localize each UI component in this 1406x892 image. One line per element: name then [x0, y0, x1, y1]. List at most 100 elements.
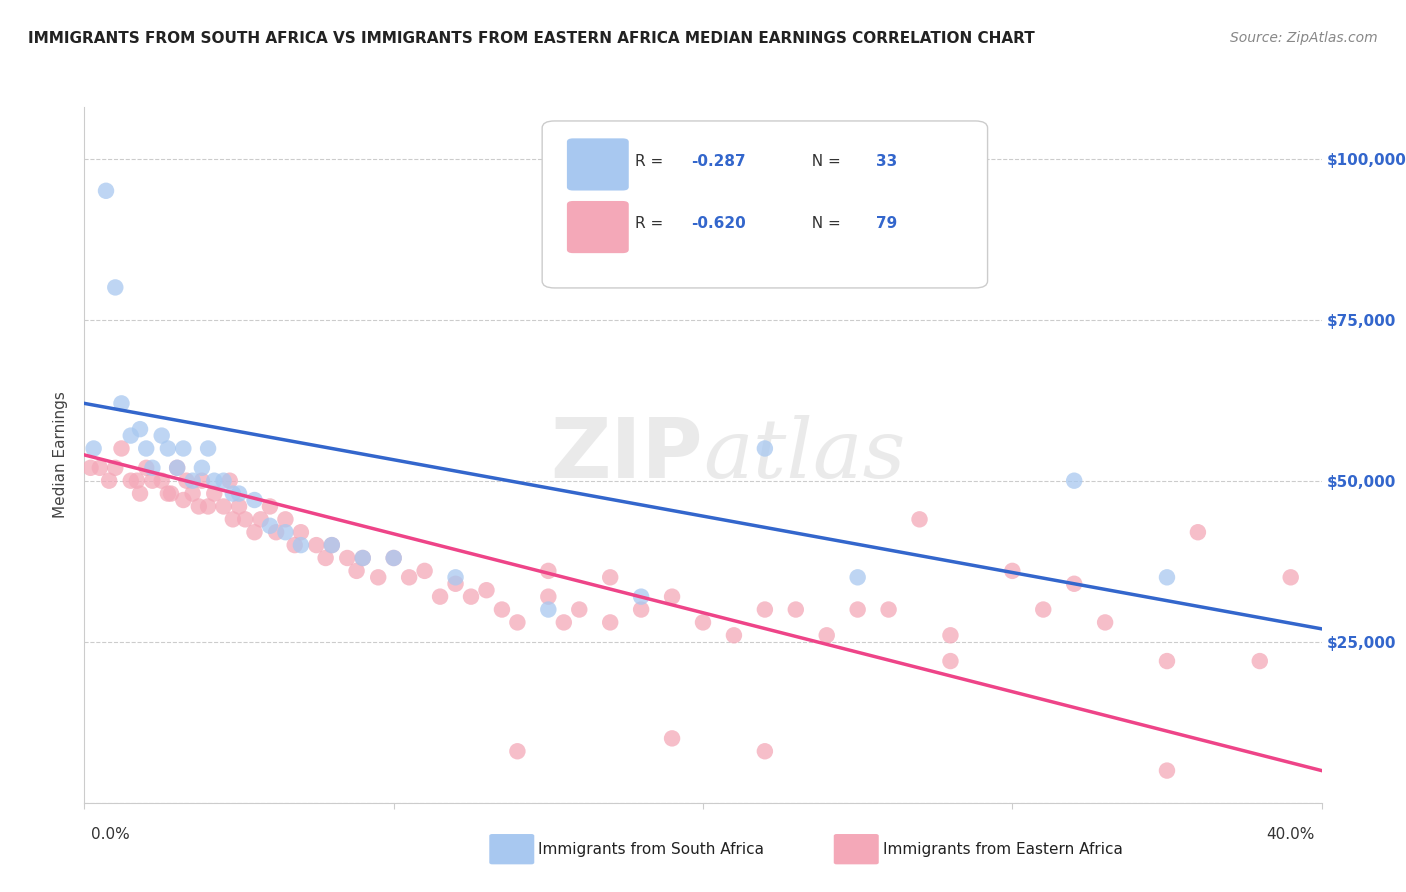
Point [212, 500, 235, 514]
Point [290, 525, 312, 540]
Point [98, 474, 121, 488]
Point [815, 628, 838, 642]
Point [222, 486, 245, 500]
Point [939, 628, 962, 642]
Point [382, 551, 405, 566]
Point [243, 525, 266, 540]
Point [413, 564, 436, 578]
Point [444, 570, 467, 584]
Point [908, 512, 931, 526]
Point [315, 551, 337, 566]
Point [212, 474, 235, 488]
Text: -0.287: -0.287 [690, 153, 745, 169]
Point [661, 590, 683, 604]
Point [222, 512, 245, 526]
FancyBboxPatch shape [567, 201, 628, 253]
Point [150, 428, 173, 442]
Point [382, 551, 405, 566]
Point [1187, 525, 1209, 540]
Point [537, 564, 560, 578]
Point [135, 442, 157, 456]
Point [568, 602, 591, 616]
Y-axis label: Median Earnings: Median Earnings [53, 392, 69, 518]
Point [129, 486, 152, 500]
Point [599, 615, 621, 630]
Point [444, 576, 467, 591]
Point [475, 583, 498, 598]
Point [352, 551, 374, 566]
Point [218, 474, 240, 488]
Point [228, 500, 250, 514]
Point [202, 486, 225, 500]
Point [141, 474, 163, 488]
Point [346, 564, 368, 578]
Point [181, 474, 204, 488]
Point [197, 500, 219, 514]
Text: R =: R = [636, 217, 668, 231]
Text: 79: 79 [876, 217, 897, 231]
Point [160, 486, 183, 500]
Text: N =: N = [801, 153, 845, 169]
FancyBboxPatch shape [567, 138, 628, 191]
Point [537, 602, 560, 616]
Text: atlas: atlas [703, 415, 905, 495]
Point [79, 460, 101, 475]
Text: Immigrants from Eastern Africa: Immigrants from Eastern Africa [883, 842, 1123, 856]
Point [599, 570, 621, 584]
Point [172, 493, 194, 508]
Point [754, 442, 776, 456]
Text: -0.620: -0.620 [690, 217, 745, 231]
Point [506, 744, 529, 758]
FancyBboxPatch shape [543, 121, 987, 288]
Point [156, 442, 179, 456]
Point [181, 486, 204, 500]
Point [274, 525, 297, 540]
Point [754, 602, 776, 616]
Point [104, 460, 127, 475]
Point [83, 442, 105, 456]
Point [336, 551, 359, 566]
Point [1032, 602, 1054, 616]
Point [110, 442, 132, 456]
Point [630, 590, 652, 604]
Point [537, 590, 560, 604]
Point [233, 512, 256, 526]
Point [429, 590, 451, 604]
Point [243, 493, 266, 508]
Point [166, 460, 188, 475]
Text: N =: N = [801, 217, 845, 231]
Point [1094, 615, 1116, 630]
Point [1063, 474, 1085, 488]
Point [692, 615, 714, 630]
Point [264, 525, 287, 540]
Text: ZIP: ZIP [551, 415, 703, 495]
Point [290, 538, 312, 552]
Point [94, 184, 117, 198]
Point [1156, 654, 1178, 668]
Text: R =: R = [636, 153, 668, 169]
Point [89, 460, 111, 475]
Point [939, 654, 962, 668]
Point [120, 474, 142, 488]
Point [506, 615, 529, 630]
Point [135, 460, 157, 475]
Point [1249, 654, 1271, 668]
Point [129, 422, 152, 436]
Point [197, 442, 219, 456]
Point [104, 280, 127, 294]
Point [274, 512, 297, 526]
Point [723, 628, 745, 642]
Point [191, 474, 214, 488]
Point [1001, 564, 1024, 578]
Point [202, 474, 225, 488]
Point [630, 602, 652, 616]
Point [172, 442, 194, 456]
Point [785, 602, 807, 616]
Text: IMMIGRANTS FROM SOUTH AFRICA VS IMMIGRANTS FROM EASTERN AFRICA MEDIAN EARNINGS C: IMMIGRANTS FROM SOUTH AFRICA VS IMMIGRAN… [28, 31, 1035, 46]
Point [166, 460, 188, 475]
Point [120, 428, 142, 442]
Point [110, 396, 132, 410]
Point [877, 602, 900, 616]
Point [156, 486, 179, 500]
Point [398, 570, 420, 584]
